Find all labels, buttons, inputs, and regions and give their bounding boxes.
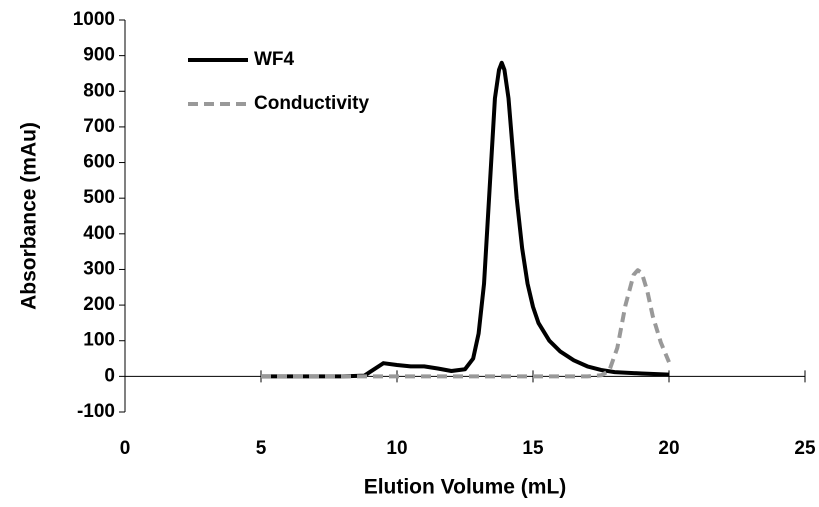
y-tick-label: 200 (83, 294, 115, 315)
x-axis-title: Elution Volume (mL) (364, 476, 567, 499)
series-line (261, 60, 670, 379)
x-tick-label: 25 (794, 438, 816, 459)
y-tick-label: 700 (83, 116, 115, 137)
x-tick-label: 5 (256, 438, 267, 459)
x-tick-label: 10 (386, 438, 407, 459)
x-tick-label: 20 (658, 438, 679, 459)
legend-label: Conductivity (254, 93, 369, 114)
y-tick-label: 400 (83, 223, 115, 244)
series-line (261, 268, 671, 379)
y-tick-label: 1000 (73, 9, 115, 30)
y-tick-label: 500 (83, 187, 115, 208)
x-tick-label: 15 (522, 438, 544, 459)
y-tick-label: -100 (77, 401, 115, 422)
x-tick-label: 0 (120, 438, 131, 459)
y-tick-label: 100 (83, 330, 115, 351)
y-tick-label: 300 (83, 258, 115, 279)
y-tick-label: 900 (83, 45, 115, 66)
y-axis-title: Absorbance (mAu) (18, 122, 41, 310)
legend-label: WF4 (254, 49, 295, 70)
y-tick-label: 600 (83, 152, 115, 173)
y-tick-label: 0 (104, 365, 115, 386)
y-tick-label: 800 (83, 80, 115, 101)
